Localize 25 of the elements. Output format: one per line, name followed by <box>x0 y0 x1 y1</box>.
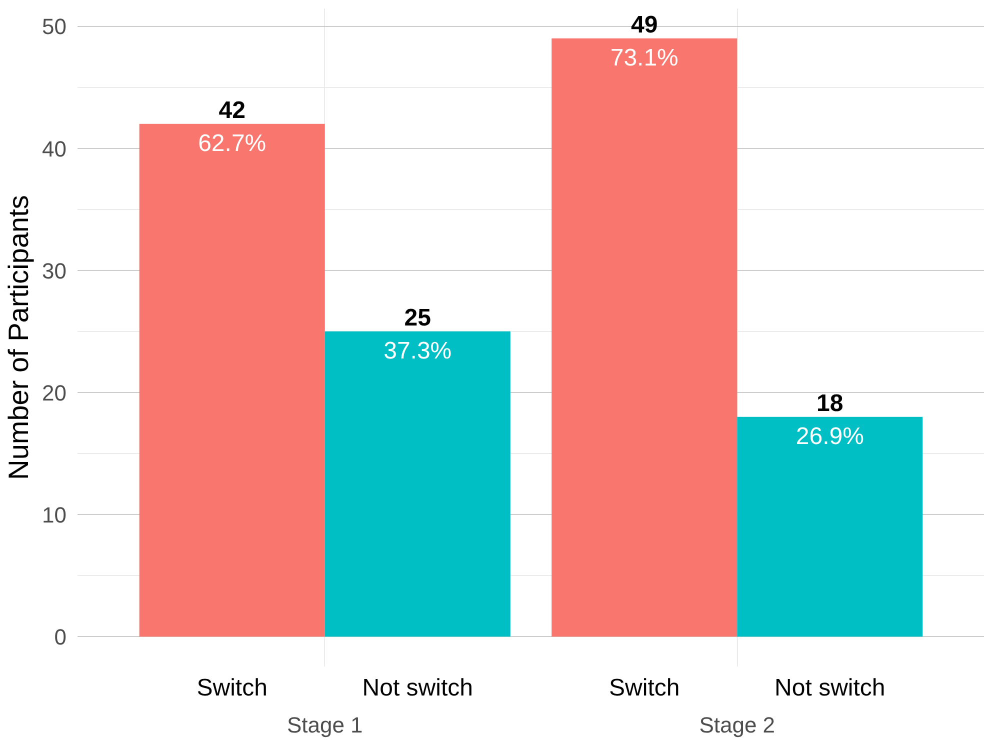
y-tick-label: 40 <box>42 136 67 162</box>
y-tick-label: 20 <box>42 380 67 406</box>
y-tick-label: 50 <box>42 14 67 40</box>
y-tick-label: 0 <box>54 624 67 650</box>
text: Not switch <box>774 674 886 702</box>
data-label: 49 <box>631 11 658 38</box>
annotation: 62.7% <box>198 130 266 157</box>
x-tick-label: Stage 2 <box>699 712 776 738</box>
x-tick-label: Stage 1 <box>286 712 363 738</box>
bar <box>324 331 510 637</box>
y-axis-title: Number of Participants <box>3 195 34 480</box>
bar <box>737 416 923 637</box>
annotation: 37.3% <box>384 337 452 364</box>
bar <box>552 38 738 637</box>
data-label: 25 <box>404 304 431 332</box>
bar <box>139 124 325 637</box>
annotation: 73.1% <box>610 44 678 72</box>
text: Switch <box>609 674 680 702</box>
y-tick-label: 10 <box>42 502 67 528</box>
data-label: 42 <box>218 96 246 124</box>
y-tick-label: 30 <box>42 258 67 284</box>
series-label: Not switch <box>362 674 473 702</box>
series-label: Switch <box>196 674 268 702</box>
data-label: 18 <box>816 390 844 417</box>
annotation: 26.9% <box>796 422 864 450</box>
